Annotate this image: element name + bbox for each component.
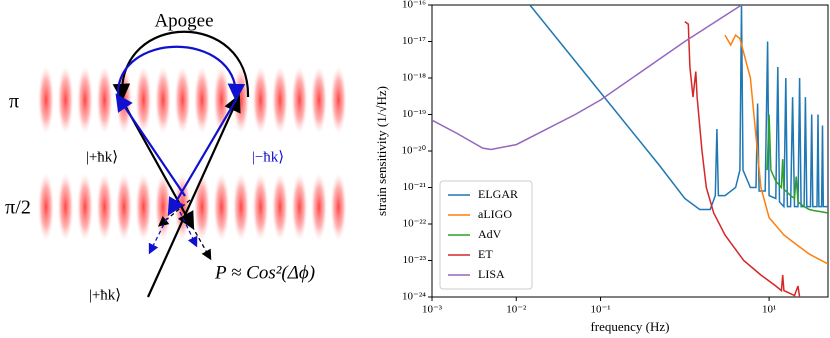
arrow [179,211,198,248]
trajectories [112,30,250,298]
legend-label: ET [478,247,493,261]
y-tick-label: 10⁻²¹ [403,181,426,193]
beam-spot [291,66,308,134]
arrow [115,93,186,197]
x-tick-label: 10¹ [762,304,776,316]
beam-spot [77,66,93,134]
beam-spot [57,66,74,134]
legend-label: ELGAR [478,187,518,201]
beam-spot [311,173,327,241]
y-tick-label: 10⁻²⁰ [401,145,426,157]
legend-label: AdV [478,227,502,241]
beam-spot [194,173,210,241]
beam-spot [38,173,54,241]
series-line [432,5,742,151]
y-tick-label: 10⁻²⁴ [402,291,426,303]
pi-half-label: π/2 [5,197,31,219]
beam-spot [116,173,132,241]
series-line [724,33,828,265]
beam-spot [233,173,249,241]
legend-label: aLIGO [478,207,512,221]
x-tick-label: 10⁻¹ [590,304,610,316]
apogee-label: Apogee [154,10,213,31]
x-tick-label: 10⁻² [506,304,527,316]
y-tick-label: 10⁻¹⁶ [402,0,426,11]
beam-spot [311,66,327,134]
beam-spot [77,173,93,241]
y-tick-label: 10⁻²² [403,218,427,230]
legend-label: LISA [478,267,505,281]
beam-spot [213,173,230,241]
state-label: |−ħk⟩ [252,149,284,165]
beam-spot [96,173,113,241]
x-axis-label: frequency (Hz) [590,319,669,334]
y-tick-label: 10⁻¹⁷ [402,35,426,47]
state-label: |+ħk⟩ [89,287,121,303]
beam-spot [252,66,269,134]
legend-box [439,180,533,290]
series-line [766,114,828,214]
arrow [116,45,246,102]
beam-spot [38,66,54,134]
beam-spot [272,173,288,241]
y-tick-label: 10⁻¹⁸ [402,72,426,84]
beam-spot [272,66,288,134]
probability-formula: P ≈ Cos²(Δϕ) [214,262,315,283]
arrow [148,211,171,255]
beam-spot [135,66,152,134]
state-label: |+ħk⟩ [86,149,118,165]
beam-spot [194,66,210,134]
pi-label: π [9,91,19,113]
y-tick-label: 10⁻²³ [403,254,427,266]
arrow [146,93,241,298]
beam-spot [330,66,347,134]
y-axis-label: strain sensitivity (1/√Hz) [374,86,389,216]
beam-spot [155,66,171,134]
beam-spot [291,173,308,241]
x-tick-label: 10⁻³ [422,304,443,316]
series-line [529,5,828,211]
laser-beams [38,66,347,241]
beam-spot [57,173,74,241]
beam-spot [174,66,191,134]
plot-lines [432,5,828,297]
beam-spot [96,66,113,134]
beam-spot [330,173,347,241]
beam-spot [252,173,269,241]
series-line [684,20,801,297]
beam-spot [135,173,152,241]
y-tick-label: 10⁻¹⁹ [402,108,426,120]
arrow [167,99,237,216]
arrow [191,225,212,261]
